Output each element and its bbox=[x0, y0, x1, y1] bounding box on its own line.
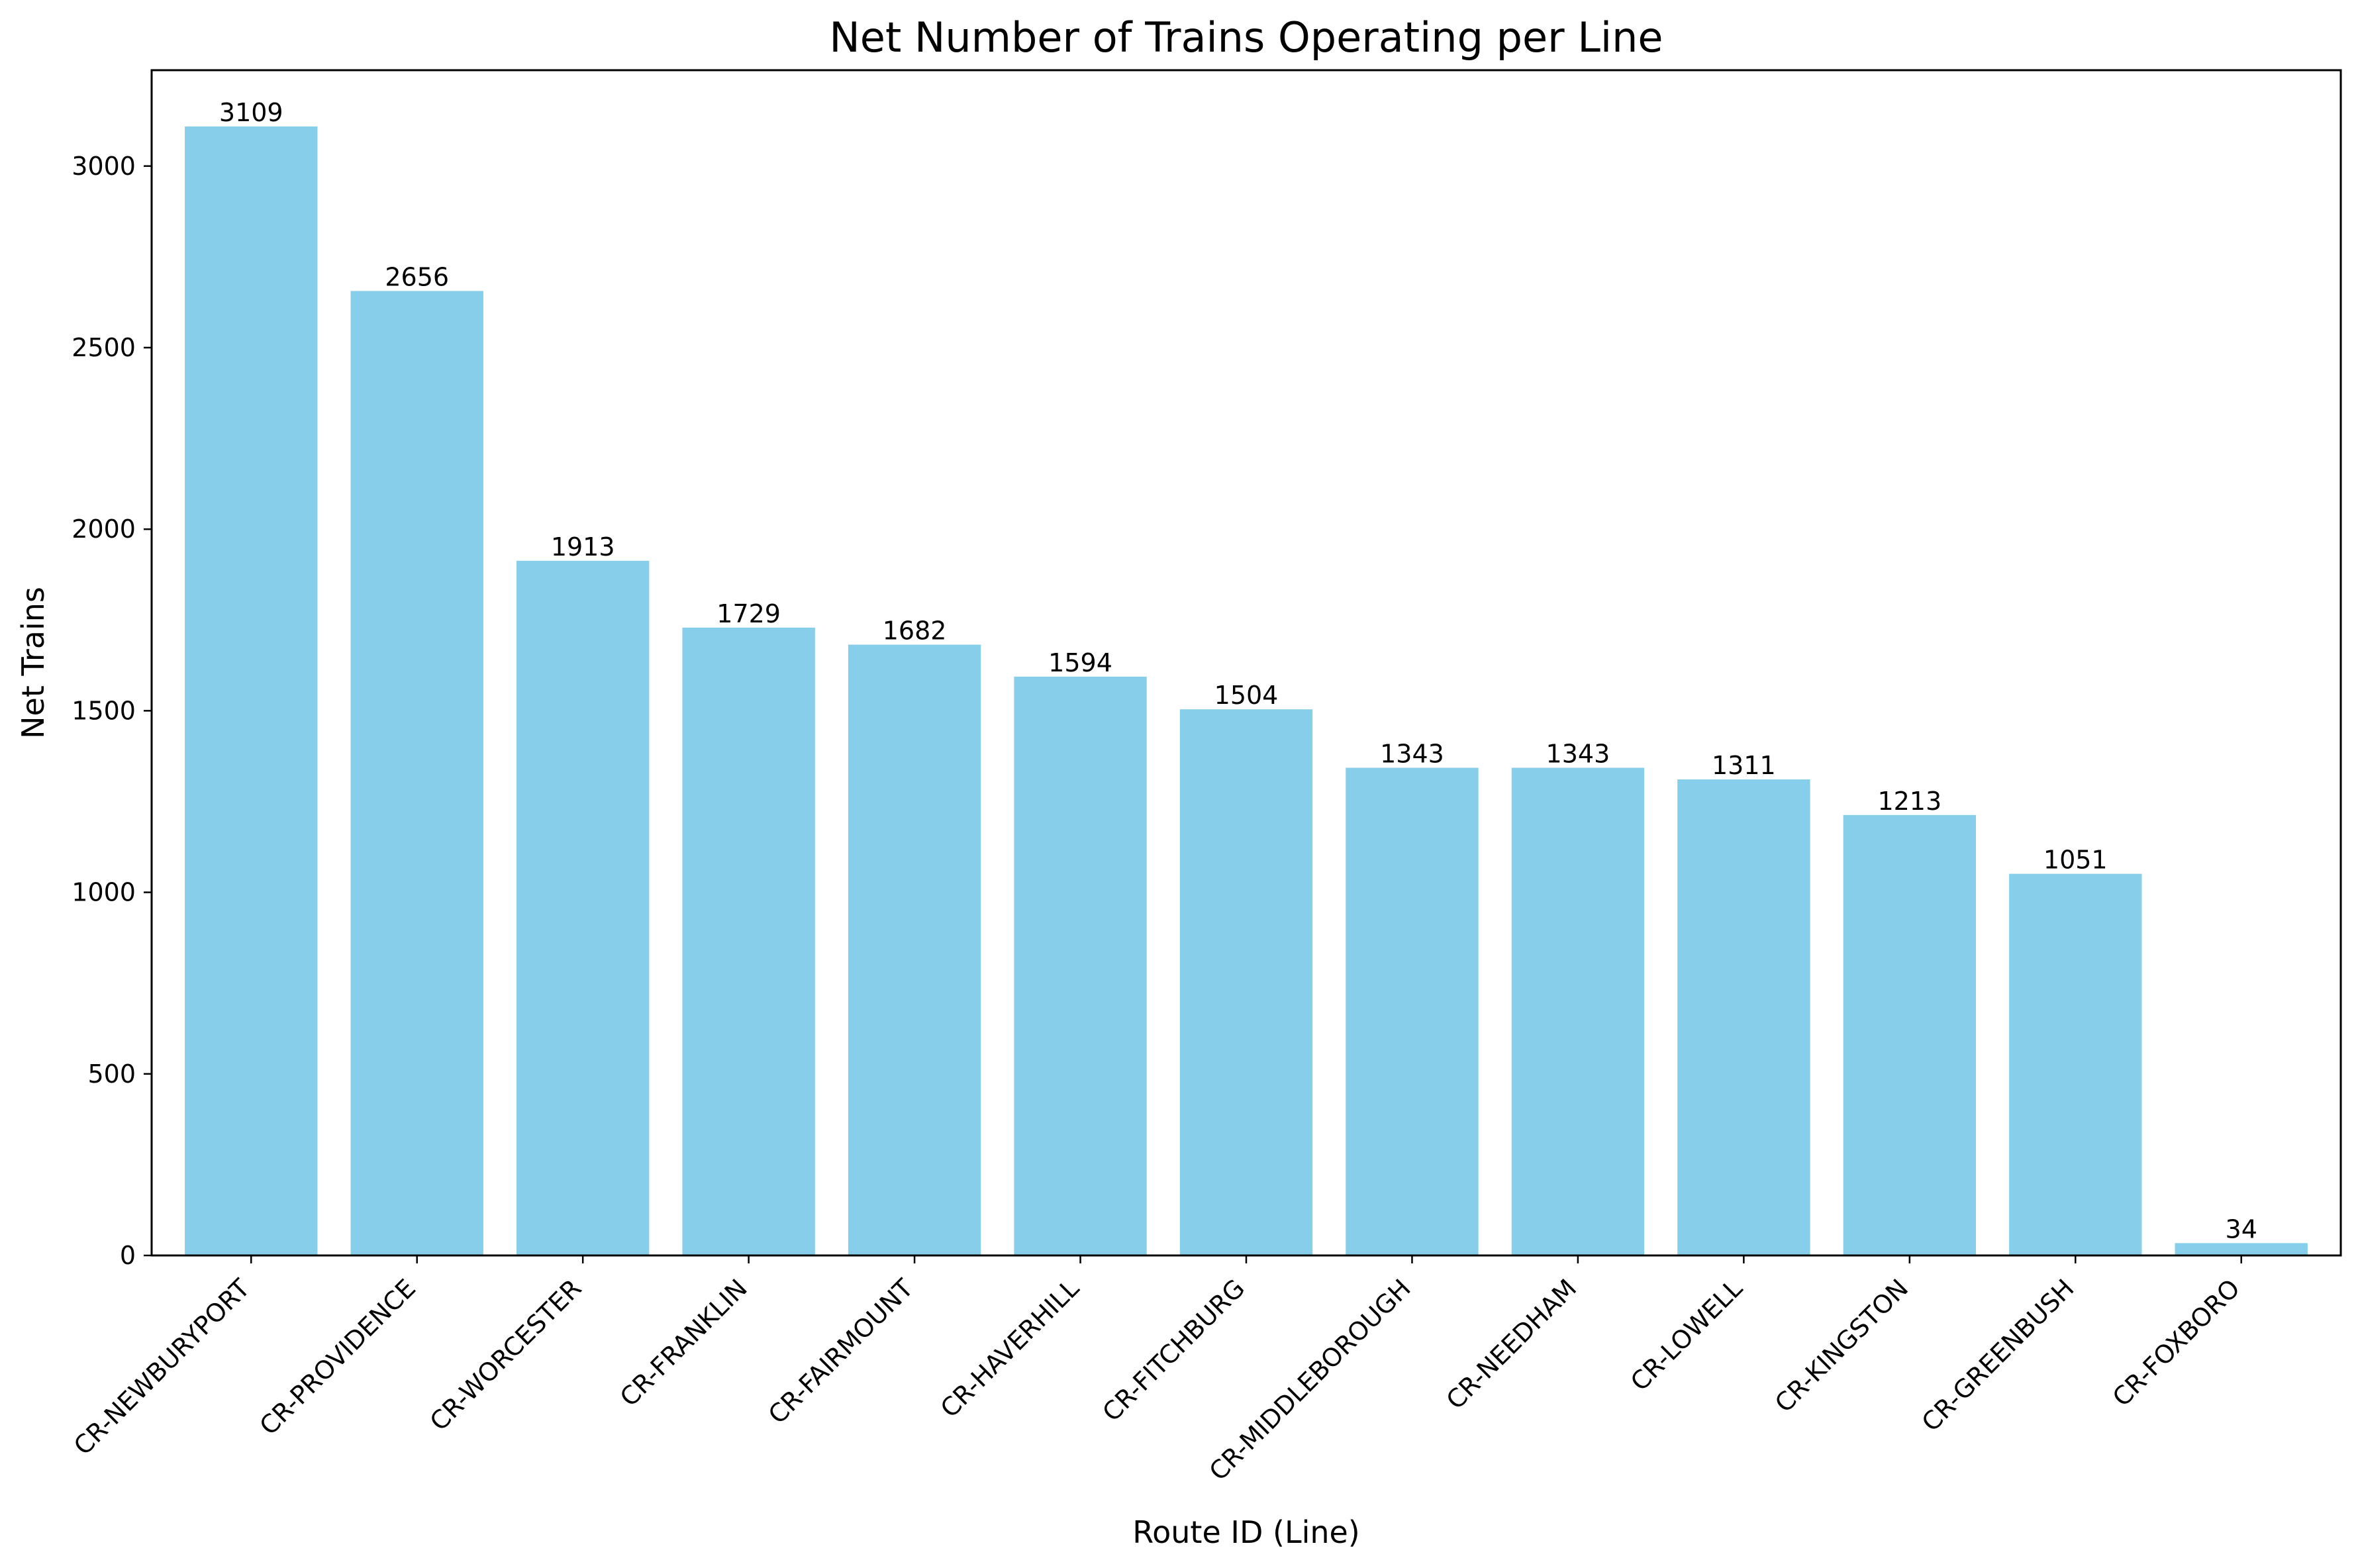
bar bbox=[2175, 1243, 2308, 1255]
bar bbox=[848, 644, 981, 1255]
bar-value-label: 1594 bbox=[1048, 648, 1112, 677]
x-tick-label: CR-FITCHBURG bbox=[1097, 1273, 1250, 1427]
y-tick-label: 1500 bbox=[72, 696, 136, 725]
x-tick-label: CR-HAVERHILL bbox=[935, 1273, 1085, 1423]
bar-value-label: 1213 bbox=[1877, 787, 1942, 816]
bar-value-label: 1051 bbox=[2043, 846, 2108, 875]
x-tick-label: CR-FOXBORO bbox=[2107, 1273, 2245, 1412]
x-tick-label: CR-FAIRMOUNT bbox=[763, 1273, 919, 1430]
x-axis-label: Route ID (Line) bbox=[1132, 1514, 1360, 1550]
bar bbox=[1179, 709, 1313, 1255]
bar bbox=[1014, 676, 1147, 1255]
bar-value-label: 1682 bbox=[883, 616, 947, 646]
y-tick-label: 500 bbox=[87, 1059, 136, 1089]
bars-group bbox=[185, 126, 2308, 1256]
y-axis-label: Net Trains bbox=[15, 587, 51, 739]
y-tick-label: 2500 bbox=[72, 333, 136, 362]
bar bbox=[682, 627, 815, 1255]
x-tick-label: CR-KINGSTON bbox=[1769, 1273, 1914, 1418]
bar bbox=[1843, 814, 1976, 1255]
x-tick-label: CR-WORCESTER bbox=[424, 1273, 587, 1436]
bar-value-label: 1311 bbox=[1712, 751, 1776, 780]
bar-value-label: 2656 bbox=[385, 262, 449, 291]
bar bbox=[1346, 767, 1479, 1255]
x-tick-label: CR-NEEDHAM bbox=[1441, 1273, 1583, 1415]
bar bbox=[350, 291, 483, 1255]
plot-frame bbox=[150, 69, 2342, 1257]
chart-title: Net Number of Trains Operating per Line bbox=[829, 13, 1663, 62]
bar-value-label: 3109 bbox=[219, 98, 283, 127]
bar bbox=[185, 126, 318, 1256]
bar-value-label: 1343 bbox=[1380, 739, 1444, 768]
bar-value-label: 1343 bbox=[1546, 739, 1610, 768]
bar-value-label: 34 bbox=[2226, 1214, 2257, 1244]
bar bbox=[2009, 873, 2142, 1255]
bar bbox=[1677, 779, 1810, 1255]
bar-value-label: 1729 bbox=[716, 599, 781, 628]
bar bbox=[516, 560, 650, 1255]
y-tick-label: 0 bbox=[120, 1241, 136, 1270]
x-tick-label: CR-LOWELL bbox=[1625, 1273, 1748, 1396]
x-tick-label: CR-GREENBUSH bbox=[1916, 1273, 2080, 1437]
x-tick-label: CR-NEWBURYPORT bbox=[68, 1273, 256, 1461]
y-axis: 0 500 1000 1500 2000 2500 3000 bbox=[72, 152, 152, 1270]
y-tick-label: 3000 bbox=[72, 152, 136, 181]
bar-labels-group: 3109 2656 1913 1729 1682 1594 1504 1343 1343 1311… bbox=[219, 98, 2257, 1244]
y-tick-label: 2000 bbox=[72, 514, 136, 544]
bar-value-label: 1913 bbox=[551, 532, 615, 562]
bar-value-label: 1504 bbox=[1214, 681, 1279, 710]
x-tick-label: CR-PROVIDENCE bbox=[254, 1273, 422, 1441]
x-tick-label: CR-FRANKLIN bbox=[615, 1273, 753, 1412]
bar bbox=[1511, 767, 1645, 1255]
y-tick-label: 1000 bbox=[72, 878, 136, 907]
